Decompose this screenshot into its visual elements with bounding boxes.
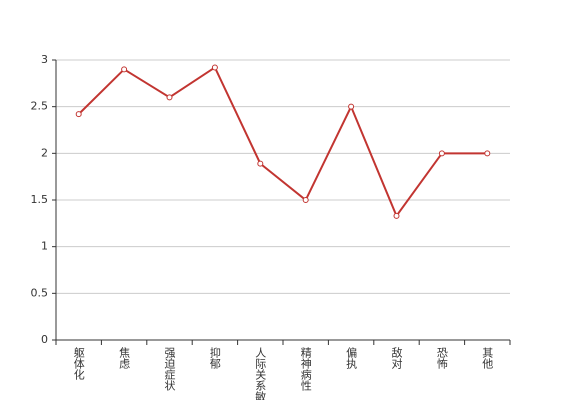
y-tick-label: 1 (41, 240, 48, 253)
y-tick-label: 2 (41, 146, 48, 159)
point (302, 197, 309, 203)
x-tick-label: 其他 (481, 347, 494, 369)
x-tick-label: 精神病性 (299, 347, 312, 392)
x-tick-label: 焦虑 (118, 347, 131, 369)
point (438, 150, 445, 157)
y-tick-label: 3 (41, 53, 48, 66)
x-tick-label: 人际关系敏感 (254, 347, 267, 400)
x-tick-label: 躯体化 (72, 347, 85, 381)
x-tick-label: 抑郁 (208, 346, 221, 369)
x-tick-label: 偏执 (345, 346, 358, 370)
y-tick-label: 2.5 (31, 100, 49, 113)
point (121, 66, 128, 73)
point (484, 150, 491, 157)
y-tick-label: 0 (41, 333, 48, 346)
y-tick-label: 0.5 (31, 286, 49, 299)
point (257, 160, 264, 167)
point (393, 212, 400, 219)
line (77, 65, 488, 218)
y-tick-label: 1.5 (31, 193, 49, 206)
point (211, 64, 218, 71)
x-tick-label: 敌对 (390, 346, 403, 369)
point (75, 111, 82, 118)
point (348, 103, 355, 110)
point (166, 94, 173, 101)
x-tick-label: 强迫症状 (163, 347, 176, 391)
x-tick-label: 恐怖 (435, 347, 448, 369)
